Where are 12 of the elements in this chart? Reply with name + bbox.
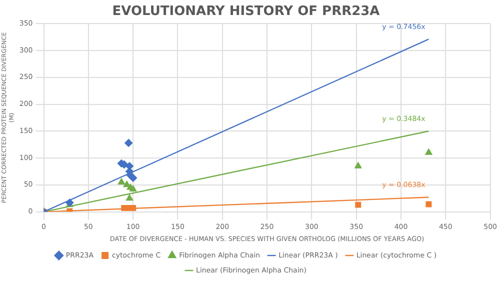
point [129, 174, 138, 182]
point [354, 162, 362, 168]
point [118, 178, 125, 184]
point [121, 205, 128, 212]
point [126, 194, 134, 201]
point [124, 138, 133, 147]
point [123, 180, 130, 188]
point [130, 185, 137, 192]
point [426, 201, 432, 208]
point [425, 148, 432, 155]
point [355, 202, 362, 208]
chart-title: EVOLUTIONARY HISTORY OF PRR23A [112, 4, 380, 20]
